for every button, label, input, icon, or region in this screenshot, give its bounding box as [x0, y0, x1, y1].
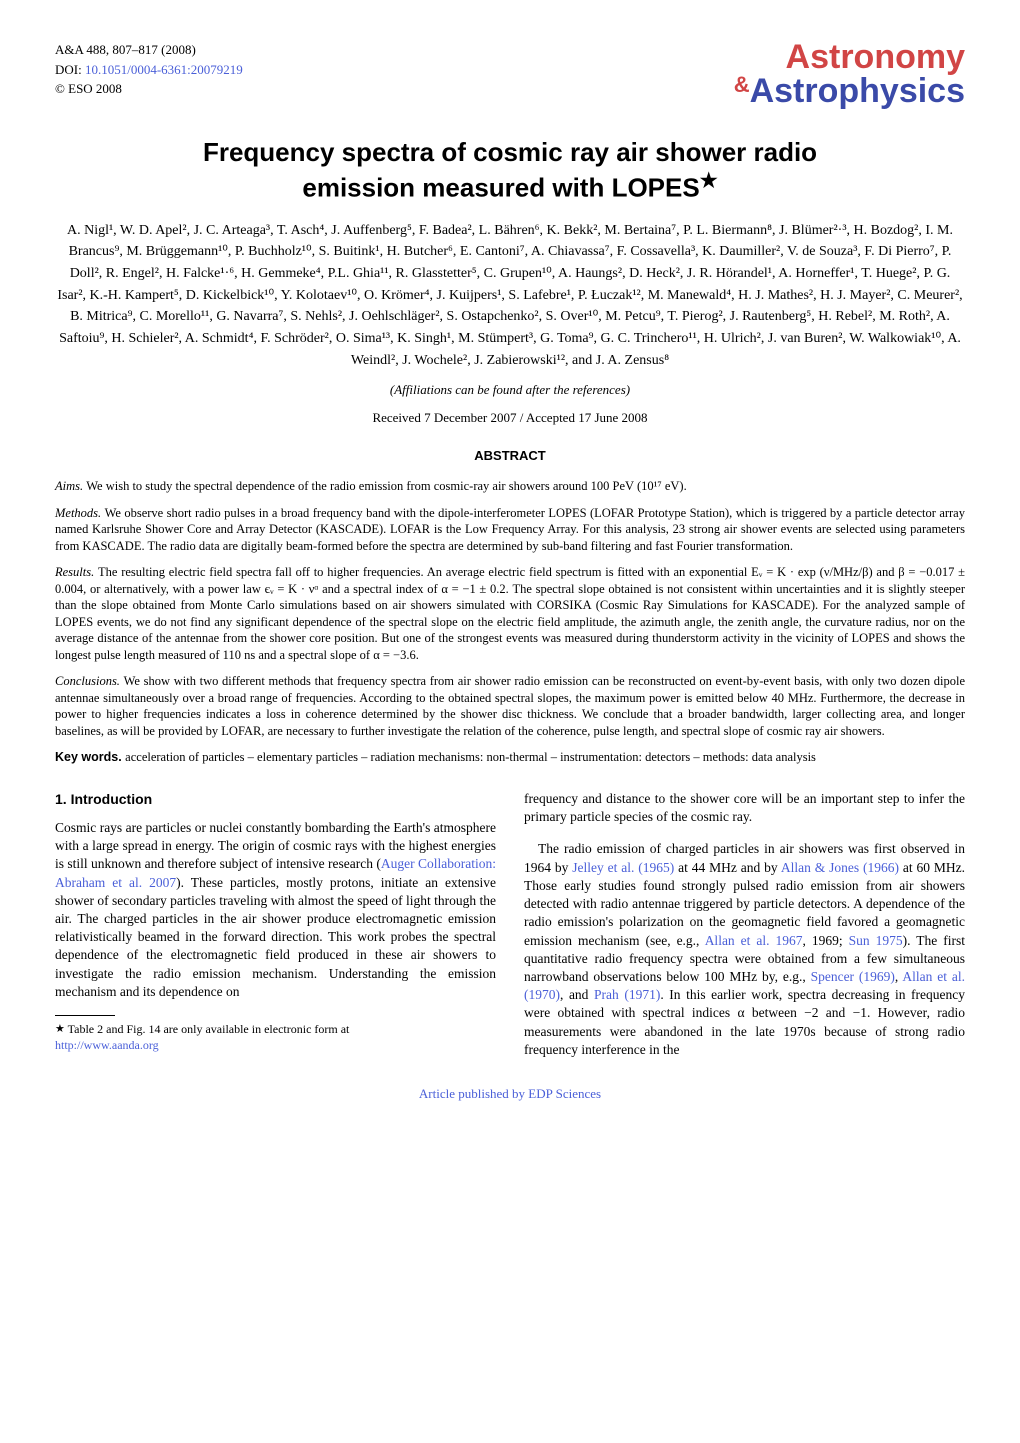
- methods-text: We observe short radio pulses in a broad…: [55, 506, 965, 553]
- affiliations-note: (Affiliations can be found after the ref…: [55, 381, 965, 399]
- title-line2: emission measured with LOPES: [302, 172, 699, 202]
- r-p2b: at 44 MHz and by: [674, 860, 781, 875]
- right-column: frequency and distance to the shower cor…: [524, 790, 965, 1059]
- conclusions-text: We show with two different methods that …: [55, 674, 965, 738]
- r-p2d: , 1969;: [803, 933, 849, 948]
- keywords-text: acceleration of particles – elementary p…: [125, 750, 816, 764]
- cite-jelley-year[interactable]: (1965): [634, 860, 674, 875]
- cite-allan70[interactable]: Allan et al.: [902, 969, 965, 984]
- abstract-aims: Aims. We wish to study the spectral depe…: [55, 478, 965, 495]
- footnote: ★ Table 2 and Fig. 14 are only available…: [55, 1022, 496, 1053]
- cite-allan70-year[interactable]: (1970): [524, 987, 560, 1002]
- intro-right-p2: The radio emission of charged particles …: [524, 840, 965, 1059]
- cite-spencer-year[interactable]: (1969): [854, 969, 895, 984]
- cite-jelley[interactable]: Jelley et al.: [572, 860, 634, 875]
- journal-word-top: Astronomy: [786, 38, 965, 76]
- received-accepted-dates: Received 7 December 2007 / Accepted 17 J…: [55, 409, 965, 427]
- cite-allan-jones-year[interactable]: (1966): [859, 860, 899, 875]
- aims-label: Aims.: [55, 479, 86, 493]
- intro-p1b: ). These particles, mostly protons, init…: [55, 875, 496, 999]
- cite-spencer[interactable]: Spencer: [811, 969, 854, 984]
- cite-allan67[interactable]: Allan et al. 1967: [705, 933, 803, 948]
- title-line1: Frequency spectra of cosmic ray air show…: [203, 137, 817, 167]
- results-label: Results.: [55, 565, 98, 579]
- keywords: Key words. acceleration of particles – e…: [55, 749, 965, 766]
- abstract-results: Results. The resulting electric field sp…: [55, 564, 965, 663]
- cite-allan-jones[interactable]: Allan & Jones: [781, 860, 859, 875]
- r-p2g: , and: [560, 987, 594, 1002]
- title-footnote-star: ★: [700, 170, 718, 192]
- left-column: 1. Introduction Cosmic rays are particle…: [55, 790, 496, 1059]
- body-columns: 1. Introduction Cosmic rays are particle…: [55, 790, 965, 1059]
- doi-line: DOI: 10.1051/0004-6361:20079219: [55, 60, 243, 80]
- copyright: © ESO 2008: [55, 79, 243, 99]
- doi-prefix: DOI:: [55, 62, 85, 77]
- abstract-methods: Methods. We observe short radio pulses i…: [55, 505, 965, 555]
- conclusions-label: Conclusions.: [55, 674, 124, 688]
- publisher-link[interactable]: Article published by EDP Sciences: [419, 1086, 601, 1101]
- header: A&A 488, 807–817 (2008) DOI: 10.1051/000…: [55, 40, 965, 108]
- abstract-heading: ABSTRACT: [55, 447, 965, 465]
- publisher-link-line: Article published by EDP Sciences: [55, 1085, 965, 1103]
- journal-ampersand: &: [734, 72, 750, 97]
- footnote-text: Table 2 and Fig. 14 are only available i…: [65, 1022, 350, 1036]
- article-title: Frequency spectra of cosmic ray air show…: [55, 136, 965, 204]
- cite-sun[interactable]: Sun 1975: [849, 933, 903, 948]
- author-list: A. Nigl¹, W. D. Apel², J. C. Arteaga³, T…: [55, 220, 965, 372]
- footnote-url[interactable]: http://www.aanda.org: [55, 1038, 159, 1052]
- journal-word-bottom: Astrophysics: [750, 72, 965, 110]
- abstract-conclusions: Conclusions. We show with two different …: [55, 673, 965, 739]
- results-text: The resulting electric field spectra fal…: [55, 565, 965, 662]
- footnote-star-icon: ★: [55, 1023, 65, 1035]
- journal-logo: Astronomy &Astrophysics: [734, 40, 965, 108]
- header-left: A&A 488, 807–817 (2008) DOI: 10.1051/000…: [55, 40, 243, 99]
- section-1-heading: 1. Introduction: [55, 790, 496, 809]
- cite-prah[interactable]: Prah: [594, 987, 619, 1002]
- aims-text: We wish to study the spectral dependence…: [86, 479, 686, 493]
- doi-link[interactable]: 10.1051/0004-6361:20079219: [85, 62, 243, 77]
- footnote-rule: [55, 1015, 115, 1016]
- keywords-label: Key words.: [55, 750, 125, 764]
- journal-ref: A&A 488, 807–817 (2008): [55, 40, 243, 60]
- cite-prah-year[interactable]: (1971): [619, 987, 661, 1002]
- intro-paragraph-1: Cosmic rays are particles or nuclei cons…: [55, 819, 496, 1001]
- intro-right-p1: frequency and distance to the shower cor…: [524, 790, 965, 826]
- methods-label: Methods.: [55, 506, 105, 520]
- header-right: Astronomy &Astrophysics: [734, 40, 965, 108]
